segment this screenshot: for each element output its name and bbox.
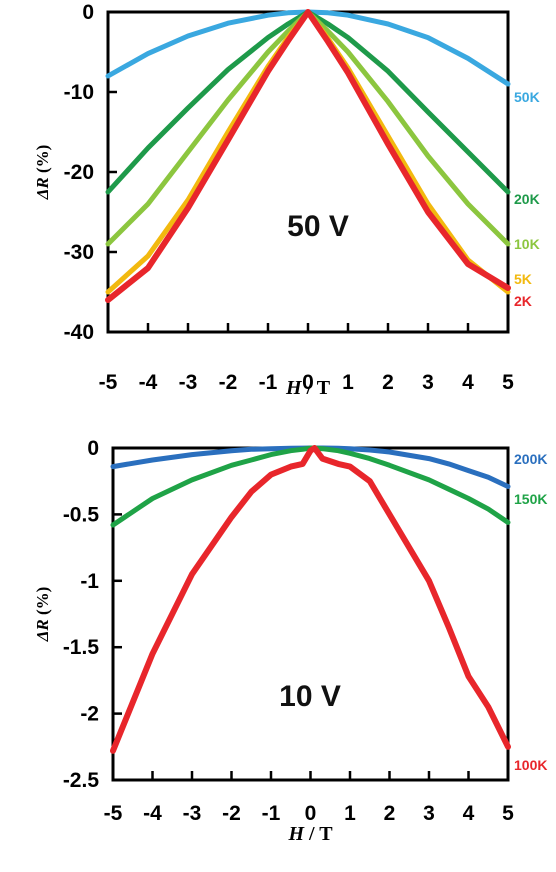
x-tick-label: 4 xyxy=(463,802,475,825)
x-axis-label: H / T xyxy=(287,823,333,845)
x-tick-label: 2 xyxy=(384,802,396,825)
series-line-5K xyxy=(105,9,511,295)
x-tick-label: 3 xyxy=(422,371,434,394)
y-tick-label: -2 xyxy=(80,703,99,726)
plot-frame xyxy=(106,10,510,334)
series-label-150K: 150K xyxy=(514,491,547,507)
y-tick-label: -0.5 xyxy=(63,503,100,526)
x-tick-label: -1 xyxy=(262,802,281,825)
x-tick-label: 1 xyxy=(342,371,354,394)
y-tick-label: -1.5 xyxy=(63,636,100,659)
x-tick-label: -1 xyxy=(259,371,278,394)
x-tick-label: -3 xyxy=(183,802,202,825)
series-label-100K: 100K xyxy=(514,757,547,773)
series-line-20K xyxy=(105,9,511,195)
x-tick-label: 5 xyxy=(502,371,514,394)
series-line-2K xyxy=(105,9,511,303)
x-tick-label: 1 xyxy=(344,802,356,825)
y-tick-label: -2.5 xyxy=(63,769,100,792)
y-tick-label: 0 xyxy=(87,437,99,460)
x-tick-label: -5 xyxy=(104,802,123,825)
series-label-20K: 20K xyxy=(514,191,540,207)
x-tick-label: 3 xyxy=(423,802,435,825)
series-line-100K xyxy=(110,445,511,754)
x-tick-label: -5 xyxy=(99,371,118,394)
series-label-10K: 10K xyxy=(514,236,540,252)
x-tick-label: 2 xyxy=(382,371,394,394)
x-axis-label: H / T xyxy=(285,377,331,399)
series-label-2K: 2K xyxy=(514,293,532,309)
series-label-50K: 50K xyxy=(514,89,540,105)
x-tick-label: 4 xyxy=(462,371,474,394)
y-tick-label: -10 xyxy=(64,81,94,104)
series-label-5K: 5K xyxy=(514,271,532,287)
y-tick-label: -40 xyxy=(64,321,94,344)
x-tick-label: -3 xyxy=(179,371,198,394)
y-tick-label: -30 xyxy=(64,241,94,264)
x-tick-label: -4 xyxy=(139,371,158,394)
y-axis-label: ΔR (%) xyxy=(33,145,52,201)
voltage-annotation: 10 V xyxy=(279,680,341,713)
voltage-annotation: 50 V xyxy=(287,210,349,243)
chart-10v: 0 -0.5 -1 -1.5 -2 -2.5-5 -4 -3 -2 -1 0 1 2 3 4 5 200K 150… xyxy=(33,437,547,845)
x-tick-label: -4 xyxy=(143,802,162,825)
y-tick-label: 0 xyxy=(82,1,94,24)
series-label-200K: 200K xyxy=(514,451,547,467)
x-tick-label: 0 xyxy=(305,802,317,825)
y-axis-label: ΔR (%) xyxy=(33,587,52,643)
series-line-50K xyxy=(105,9,511,87)
chart-50v: 0-10-20-30-40-5 -4 -3 -2 -1 0 1 2 3 4 550K20K10K5K… xyxy=(33,1,540,399)
y-tick-label: -20 xyxy=(64,161,94,184)
y-tick-label: -1 xyxy=(80,570,99,593)
x-tick-label: 5 xyxy=(502,802,514,825)
x-tick-label: 0 xyxy=(302,371,314,394)
x-tick-label: -2 xyxy=(222,802,241,825)
x-tick-label: -2 xyxy=(219,371,238,394)
